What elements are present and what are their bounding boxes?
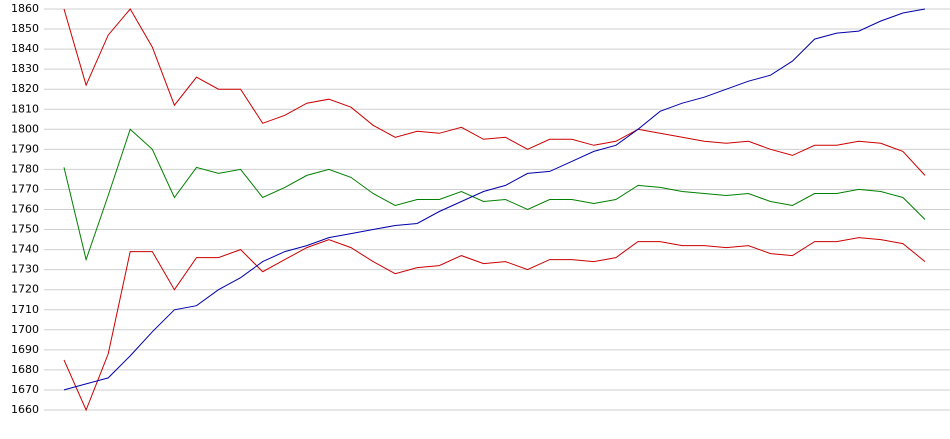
line-series [63, 237, 926, 412]
y-tick-label: 1810 [11, 102, 39, 115]
y-tick-label: 1710 [11, 303, 39, 316]
y-tick-label: 1740 [11, 243, 39, 256]
y-tick-label: 1800 [11, 122, 39, 135]
y-tick-label: 1820 [11, 82, 39, 95]
y-tick-label: 1760 [11, 203, 39, 216]
y-tick-label: 1790 [11, 142, 39, 155]
y-tick-label: 1680 [11, 363, 39, 376]
line-series [63, 8, 926, 176]
y-tick-label: 1700 [11, 323, 39, 336]
y-tick-label: 1860 [11, 2, 39, 15]
y-tick-label: 1750 [11, 223, 39, 236]
y-tick-label: 1840 [11, 42, 39, 55]
y-tick-label: 1720 [11, 283, 39, 296]
line-series [63, 128, 926, 262]
y-tick-label: 1690 [11, 343, 39, 356]
y-tick-label: 1780 [11, 162, 39, 175]
y-tick-label: 1830 [11, 62, 39, 75]
line-series [63, 8, 926, 391]
y-tick-label: 1730 [11, 263, 39, 276]
y-tick-label: 1670 [11, 383, 39, 396]
y-tick-label: 1660 [11, 403, 39, 416]
y-tick-label: 1770 [11, 182, 39, 195]
y-tick-label: 1850 [11, 22, 39, 35]
